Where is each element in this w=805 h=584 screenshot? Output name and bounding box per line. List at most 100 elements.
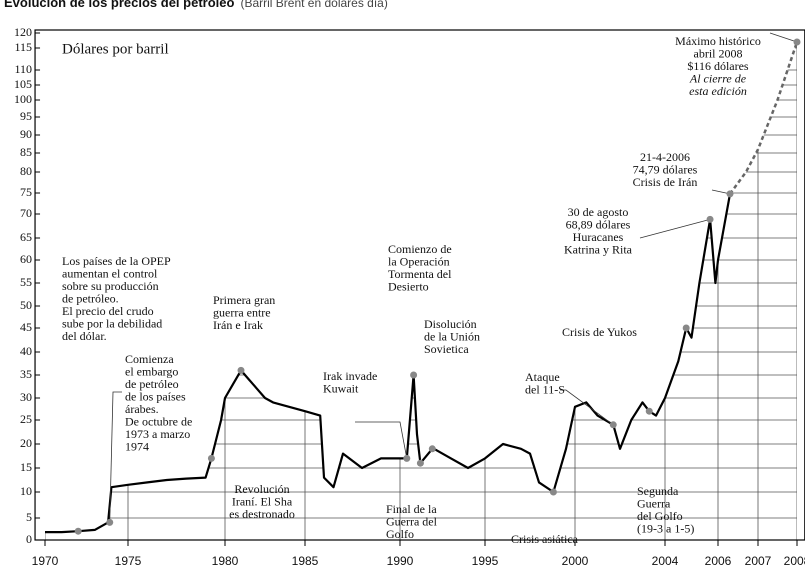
annotation-line: 68,89 dólares [566, 217, 631, 231]
x-tick-label: 2000 [562, 554, 589, 568]
annotation-line: 1974 [125, 439, 149, 453]
y-tick-label: 40 [20, 344, 32, 358]
x-tick-label: 2006 [705, 554, 732, 568]
annotation-line: Golfo [386, 527, 414, 541]
annotation: Crisis de Yukos [562, 325, 637, 339]
y-tick-label: 60 [20, 252, 32, 266]
annotation-line: Irán e Irak [213, 318, 263, 332]
annotation-line: árabes. [125, 402, 159, 416]
annotation-line: sube por la debilidad [62, 316, 162, 330]
annotation-line: Guerra [637, 496, 671, 510]
annotation-line: guerra entre [213, 305, 271, 319]
annotation-point [726, 190, 734, 198]
y-tick-label: 0 [26, 532, 32, 546]
annotation-line: Crisis de Yukos [562, 325, 637, 339]
y-tick-label: 75 [20, 185, 32, 199]
annotation-line: Iraní. El Sha [232, 494, 293, 508]
y-tick-label: 10 [20, 484, 32, 498]
annotation-point [416, 459, 424, 467]
annotation: 30 de agosto 68,89 dólares Huracanes Katrin… [564, 205, 633, 257]
annotation: Comienzo de la Operación Tormenta del Desie… [388, 242, 452, 294]
annotation-point [682, 324, 690, 332]
leader-line [769, 32, 798, 43]
y-tick-label: 65 [20, 230, 32, 244]
x-tick-label: 2007 [745, 554, 772, 568]
annotation-point [549, 488, 557, 496]
annotation-point [74, 527, 82, 535]
annotation-line: Huracanes [573, 230, 624, 244]
annotation-line: del dólar. [62, 329, 107, 343]
annotation-line: sobre su producción [62, 279, 159, 293]
y-tick-label: 70 [20, 206, 32, 220]
annotation-line: del 11-S [525, 382, 565, 396]
y-tick-label: 90 [20, 127, 32, 141]
annotation-line: El precio del crudo [62, 304, 154, 318]
annotation-point [403, 454, 411, 462]
annotation: Irak invade Kuwait [323, 369, 377, 396]
annotation-line: es destronado [229, 507, 295, 521]
annotation: Los países de la OPEP aumentan el control… [62, 254, 171, 343]
x-tick-label: 1990 [387, 554, 414, 568]
annotation-point [609, 421, 617, 429]
annotation-line: aumentan el control [62, 266, 158, 280]
annotation-line: Guerra del [386, 514, 438, 528]
annotation: 21-4-2006 74,79 dólares Crisis de Irán [633, 150, 698, 189]
annotation-line: de la Unión [424, 329, 480, 343]
annotation-line: el embargo [125, 364, 178, 378]
y-tick-label: 15 [20, 460, 32, 474]
annotation-point [410, 371, 418, 379]
annotation-line: Tormenta del [388, 267, 452, 281]
chart-title: Evolución de los precios del petróleo (Ba… [4, 0, 388, 10]
annotation-line: De octubre de [125, 414, 192, 428]
annotation-line: 21-4-2006 [640, 150, 690, 164]
annotation-line: Primera gran [213, 293, 275, 307]
annotation: Máximo histórico abril 2008 $116 dólares Al… [675, 34, 761, 98]
y-tick-label: 105 [14, 77, 32, 91]
annotation-line: Final de la [386, 502, 437, 516]
annotation: Crisis asiática [511, 532, 579, 546]
annotation-line: Crisis asiática [511, 532, 579, 546]
annotation: Final de la Guerra del Golfo [386, 502, 438, 541]
annotation-line: 74,79 dólares [633, 162, 698, 176]
y-tick-label: 45 [20, 320, 32, 334]
annotation-point [706, 215, 714, 223]
leader-line [355, 421, 408, 459]
annotation-line: Segunda [637, 484, 679, 498]
annotation-line: Sovietica [424, 342, 469, 356]
x-tick-label: 2008 [784, 554, 805, 568]
annotation-line: Katrina y Rita [564, 242, 633, 256]
annotation-line: de petróleo [125, 377, 179, 391]
y-tick-label: 120 [14, 25, 32, 39]
annotation: Disolución de la Unión Sovietica [424, 317, 480, 356]
y-tick-label: 55 [20, 275, 32, 289]
annotation-line: (19-3 a 1-5) [637, 521, 694, 535]
annotation-line: Comienzo de [388, 242, 452, 256]
x-tick-label: 1995 [472, 554, 499, 568]
annotation-line: del Golfo [637, 509, 683, 523]
y-tick-label: 20 [20, 436, 32, 450]
annotation-line: $116 dólares [687, 59, 749, 73]
annotation-line: Disolución [424, 317, 477, 331]
y-axis-label: Dólares por barril [62, 41, 169, 57]
y-tick-label: 35 [20, 367, 32, 381]
leader-line [560, 389, 614, 426]
annotation: Comienza el embargo de petróleo de los país… [125, 352, 192, 454]
leader-line [639, 218, 711, 239]
price-line [728, 41, 799, 195]
annotation-point [237, 366, 245, 374]
annotation-line: Comienza [125, 352, 174, 366]
annotation: Primera gran guerra entre Irán e Irak [213, 293, 275, 332]
y-tick-label: 25 [20, 412, 32, 426]
x-tick-label: 2004 [652, 554, 679, 568]
annotation-point [793, 38, 801, 46]
annotation-line: Desierto [388, 279, 429, 293]
annotation-line: 1973 a marzo [125, 427, 190, 441]
y-tick-label: 80 [20, 164, 32, 178]
annotation-point [645, 407, 653, 415]
x-tick-label: 1985 [292, 554, 319, 568]
annotation-line: la Operación [388, 254, 450, 268]
annotation-line: esta edición [689, 84, 747, 98]
y-tick-label: 100 [14, 92, 32, 106]
y-tick-label: 50 [20, 298, 32, 312]
